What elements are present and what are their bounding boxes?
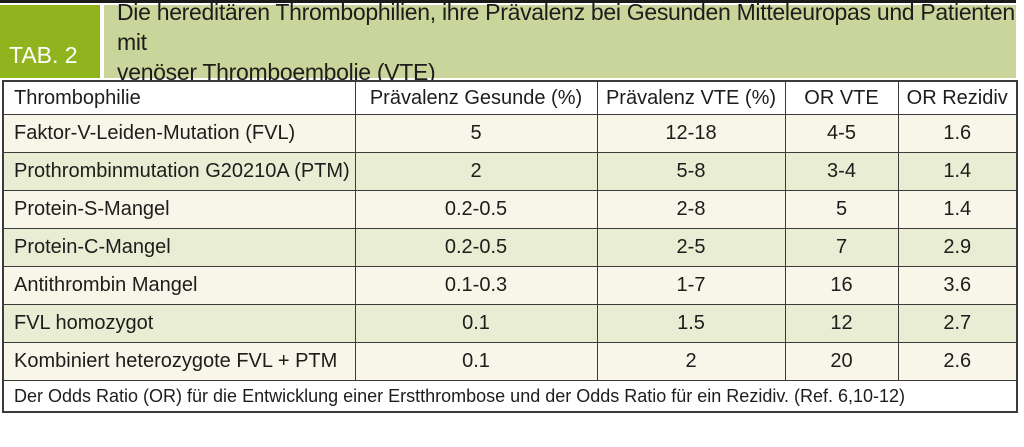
header-cell-praevalenz-gesunde: Prävalenz Gesunde (%) <box>354 80 598 115</box>
cell: Kombiniert heterozygote FVL + PTM <box>2 342 356 381</box>
top-rule <box>0 0 1016 3</box>
table-row: Protein-C-Mangel 0.2-0.5 2-5 7 2.9 <box>2 228 1018 267</box>
table-title: Die hereditären Thrombophilien, ihre Prä… <box>104 0 1016 85</box>
cell: 5 <box>354 114 598 153</box>
cell: Protein-C-Mangel <box>2 228 356 267</box>
cell: 2.6 <box>897 342 1018 381</box>
cell: 0.1 <box>354 304 598 343</box>
table-number-label: TAB. 2 <box>9 42 78 68</box>
header-cell-praevalenz-vte: Prävalenz VTE (%) <box>596 80 786 115</box>
table-footnote-row: Der Odds Ratio (OR) für die Entwicklung … <box>2 380 1018 413</box>
cell: 2 <box>354 152 598 191</box>
cell: 3.6 <box>897 266 1018 305</box>
table-row: Antithrombin Mangel 0.1-0.3 1-7 16 3.6 <box>2 266 1018 305</box>
cell: 5-8 <box>596 152 786 191</box>
cell: 0.1 <box>354 342 598 381</box>
thrombophilia-table: Thrombophilie Prävalenz Gesunde (%) Präv… <box>2 80 1018 413</box>
table-number-badge: TAB. 2 <box>0 5 100 78</box>
table-title-line1: Die hereditären Thrombophilien, ihre Prä… <box>117 0 1015 55</box>
table-row: Prothrombinmutation G20210A (PTM) 2 5-8 … <box>2 152 1018 191</box>
cell: Faktor-V-Leiden-Mutation (FVL) <box>2 114 356 153</box>
cell: 0.2-0.5 <box>354 190 598 229</box>
table-row: Faktor-V-Leiden-Mutation (FVL) 5 12-18 4… <box>2 114 1018 153</box>
cell: 0.1-0.3 <box>354 266 598 305</box>
header-cell-or-rezidiv: OR Rezidiv <box>897 80 1018 115</box>
cell: 12 <box>784 304 899 343</box>
cell: 2.7 <box>897 304 1018 343</box>
cell: 3-4 <box>784 152 899 191</box>
cell: 2 <box>596 342 786 381</box>
cell: 2-8 <box>596 190 786 229</box>
header-cell-or-vte: OR VTE <box>784 80 899 115</box>
cell: 1.5 <box>596 304 786 343</box>
cell: 1.6 <box>897 114 1018 153</box>
cell: 1.4 <box>897 190 1018 229</box>
table-row: Kombiniert heterozygote FVL + PTM 0.1 2 … <box>2 342 1018 381</box>
cell: 5 <box>784 190 899 229</box>
cell: 7 <box>784 228 899 267</box>
cell: 16 <box>784 266 899 305</box>
cell: 2-5 <box>596 228 786 267</box>
cell: FVL homozygot <box>2 304 356 343</box>
cell: Antithrombin Mangel <box>2 266 356 305</box>
cell: Prothrombinmutation G20210A (PTM) <box>2 152 356 191</box>
cell: 20 <box>784 342 899 381</box>
cell: 1.4 <box>897 152 1018 191</box>
cell: 4-5 <box>784 114 899 153</box>
table-caption-band: TAB. 2 Die hereditären Thrombophilien, i… <box>0 0 1016 85</box>
table-header-row: Thrombophilie Prävalenz Gesunde (%) Präv… <box>2 80 1018 115</box>
table-row: FVL homozygot 0.1 1.5 12 2.7 <box>2 304 1018 343</box>
cell: 1-7 <box>596 266 786 305</box>
cell: 2.9 <box>897 228 1018 267</box>
cell: 12-18 <box>596 114 786 153</box>
table-row: Protein-S-Mangel 0.2-0.5 2-8 5 1.4 <box>2 190 1018 229</box>
cell: Protein-S-Mangel <box>2 190 356 229</box>
table-footnote: Der Odds Ratio (OR) für die Entwicklung … <box>2 380 1018 413</box>
cell: 0.2-0.5 <box>354 228 598 267</box>
header-cell-thrombophilie: Thrombophilie <box>2 80 356 115</box>
